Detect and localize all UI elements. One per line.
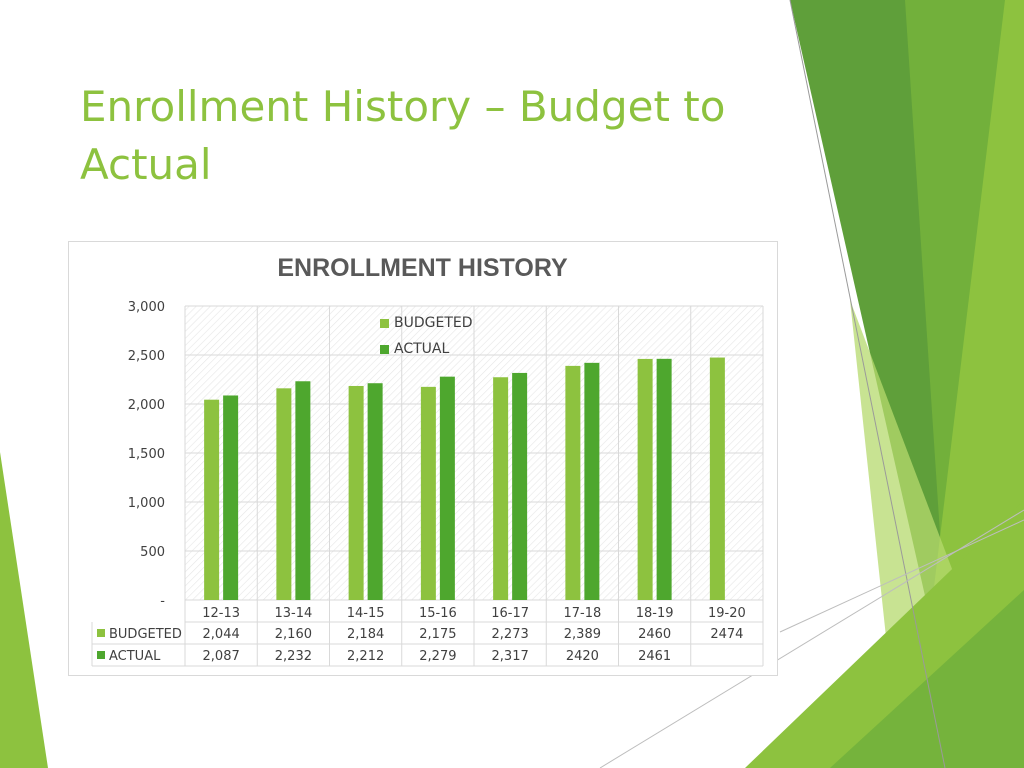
x-category-label-16-17: 16-17 — [491, 606, 529, 621]
x-category-label-19-20: 19-20 — [708, 606, 746, 621]
table-value-budgeted-13-14: 2,160 — [275, 627, 312, 642]
legend-label-budgeted: BUDGETED — [394, 315, 473, 331]
table-value-actual-14-15: 2,212 — [347, 649, 384, 664]
table-value-actual-18-19: 2461 — [638, 649, 671, 664]
y-tick-label-4: 2,000 — [128, 398, 165, 413]
table-row-label-actual: ACTUAL — [109, 649, 161, 664]
bar-actual-16-17 — [512, 372, 528, 600]
bar-budgeted-15-16 — [420, 386, 436, 600]
y-tick-label-2: 1,000 — [128, 496, 165, 511]
bar-actual-18-19 — [656, 358, 672, 600]
bar-actual-15-16 — [439, 376, 455, 600]
legend-label-actual: ACTUAL — [394, 341, 450, 357]
y-tick-label-1: 500 — [140, 545, 165, 560]
bar-budgeted-18-19 — [637, 358, 653, 600]
table-value-actual-13-14: 2,232 — [275, 649, 312, 664]
table-value-actual-15-16: 2,279 — [419, 649, 456, 664]
bar-budgeted-13-14 — [276, 388, 292, 600]
legend-item-actual: ACTUAL — [380, 336, 473, 362]
y-tick-label-5: 2,500 — [128, 349, 165, 364]
x-category-label-12-13: 12-13 — [202, 606, 240, 621]
bar-actual-13-14 — [295, 381, 311, 600]
y-tick-label-0: - — [160, 594, 165, 609]
table-swatch-actual — [97, 651, 105, 659]
table-value-budgeted-19-20: 2474 — [710, 627, 743, 642]
bar-budgeted-17-18 — [565, 365, 581, 600]
table-value-actual-17-18: 2420 — [566, 649, 599, 664]
legend-item-budgeted: BUDGETED — [380, 310, 473, 336]
bar-actual-17-18 — [584, 362, 600, 600]
table-value-budgeted-15-16: 2,175 — [419, 627, 456, 642]
table-row-label-budgeted: BUDGETED — [109, 627, 182, 642]
y-tick-label-6: 3,000 — [128, 300, 165, 315]
x-category-label-17-18: 17-18 — [563, 606, 601, 621]
table-value-budgeted-18-19: 2460 — [638, 627, 671, 642]
table-value-actual-16-17: 2,317 — [492, 649, 529, 664]
chart-title: ENROLLMENT HISTORY — [277, 254, 568, 282]
table-value-budgeted-14-15: 2,184 — [347, 627, 384, 642]
x-category-label-14-15: 14-15 — [347, 606, 385, 621]
bar-actual-14-15 — [367, 383, 383, 600]
x-category-label-13-14: 13-14 — [274, 606, 312, 621]
table-value-budgeted-12-13: 2,044 — [203, 627, 240, 642]
y-tick-label-3: 1,500 — [128, 447, 165, 462]
x-category-label-15-16: 15-16 — [419, 606, 457, 621]
bar-budgeted-16-17 — [493, 377, 509, 600]
table-value-budgeted-17-18: 2,389 — [564, 627, 601, 642]
table-value-budgeted-16-17: 2,273 — [492, 627, 529, 642]
bar-budgeted-14-15 — [348, 385, 364, 600]
chart-legend: BUDGETED ACTUAL — [380, 310, 473, 362]
legend-swatch-budgeted — [380, 318, 389, 328]
legend-swatch-actual — [380, 344, 389, 354]
bar-actual-12-13 — [223, 395, 239, 600]
slide-title: Enrollment History – Budget to Actual — [80, 82, 726, 189]
bar-budgeted-19-20 — [709, 357, 725, 600]
x-category-label-18-19: 18-19 — [636, 606, 674, 621]
table-swatch-budgeted — [97, 629, 105, 637]
table-value-actual-12-13: 2,087 — [203, 649, 240, 664]
bar-budgeted-12-13 — [204, 399, 220, 600]
